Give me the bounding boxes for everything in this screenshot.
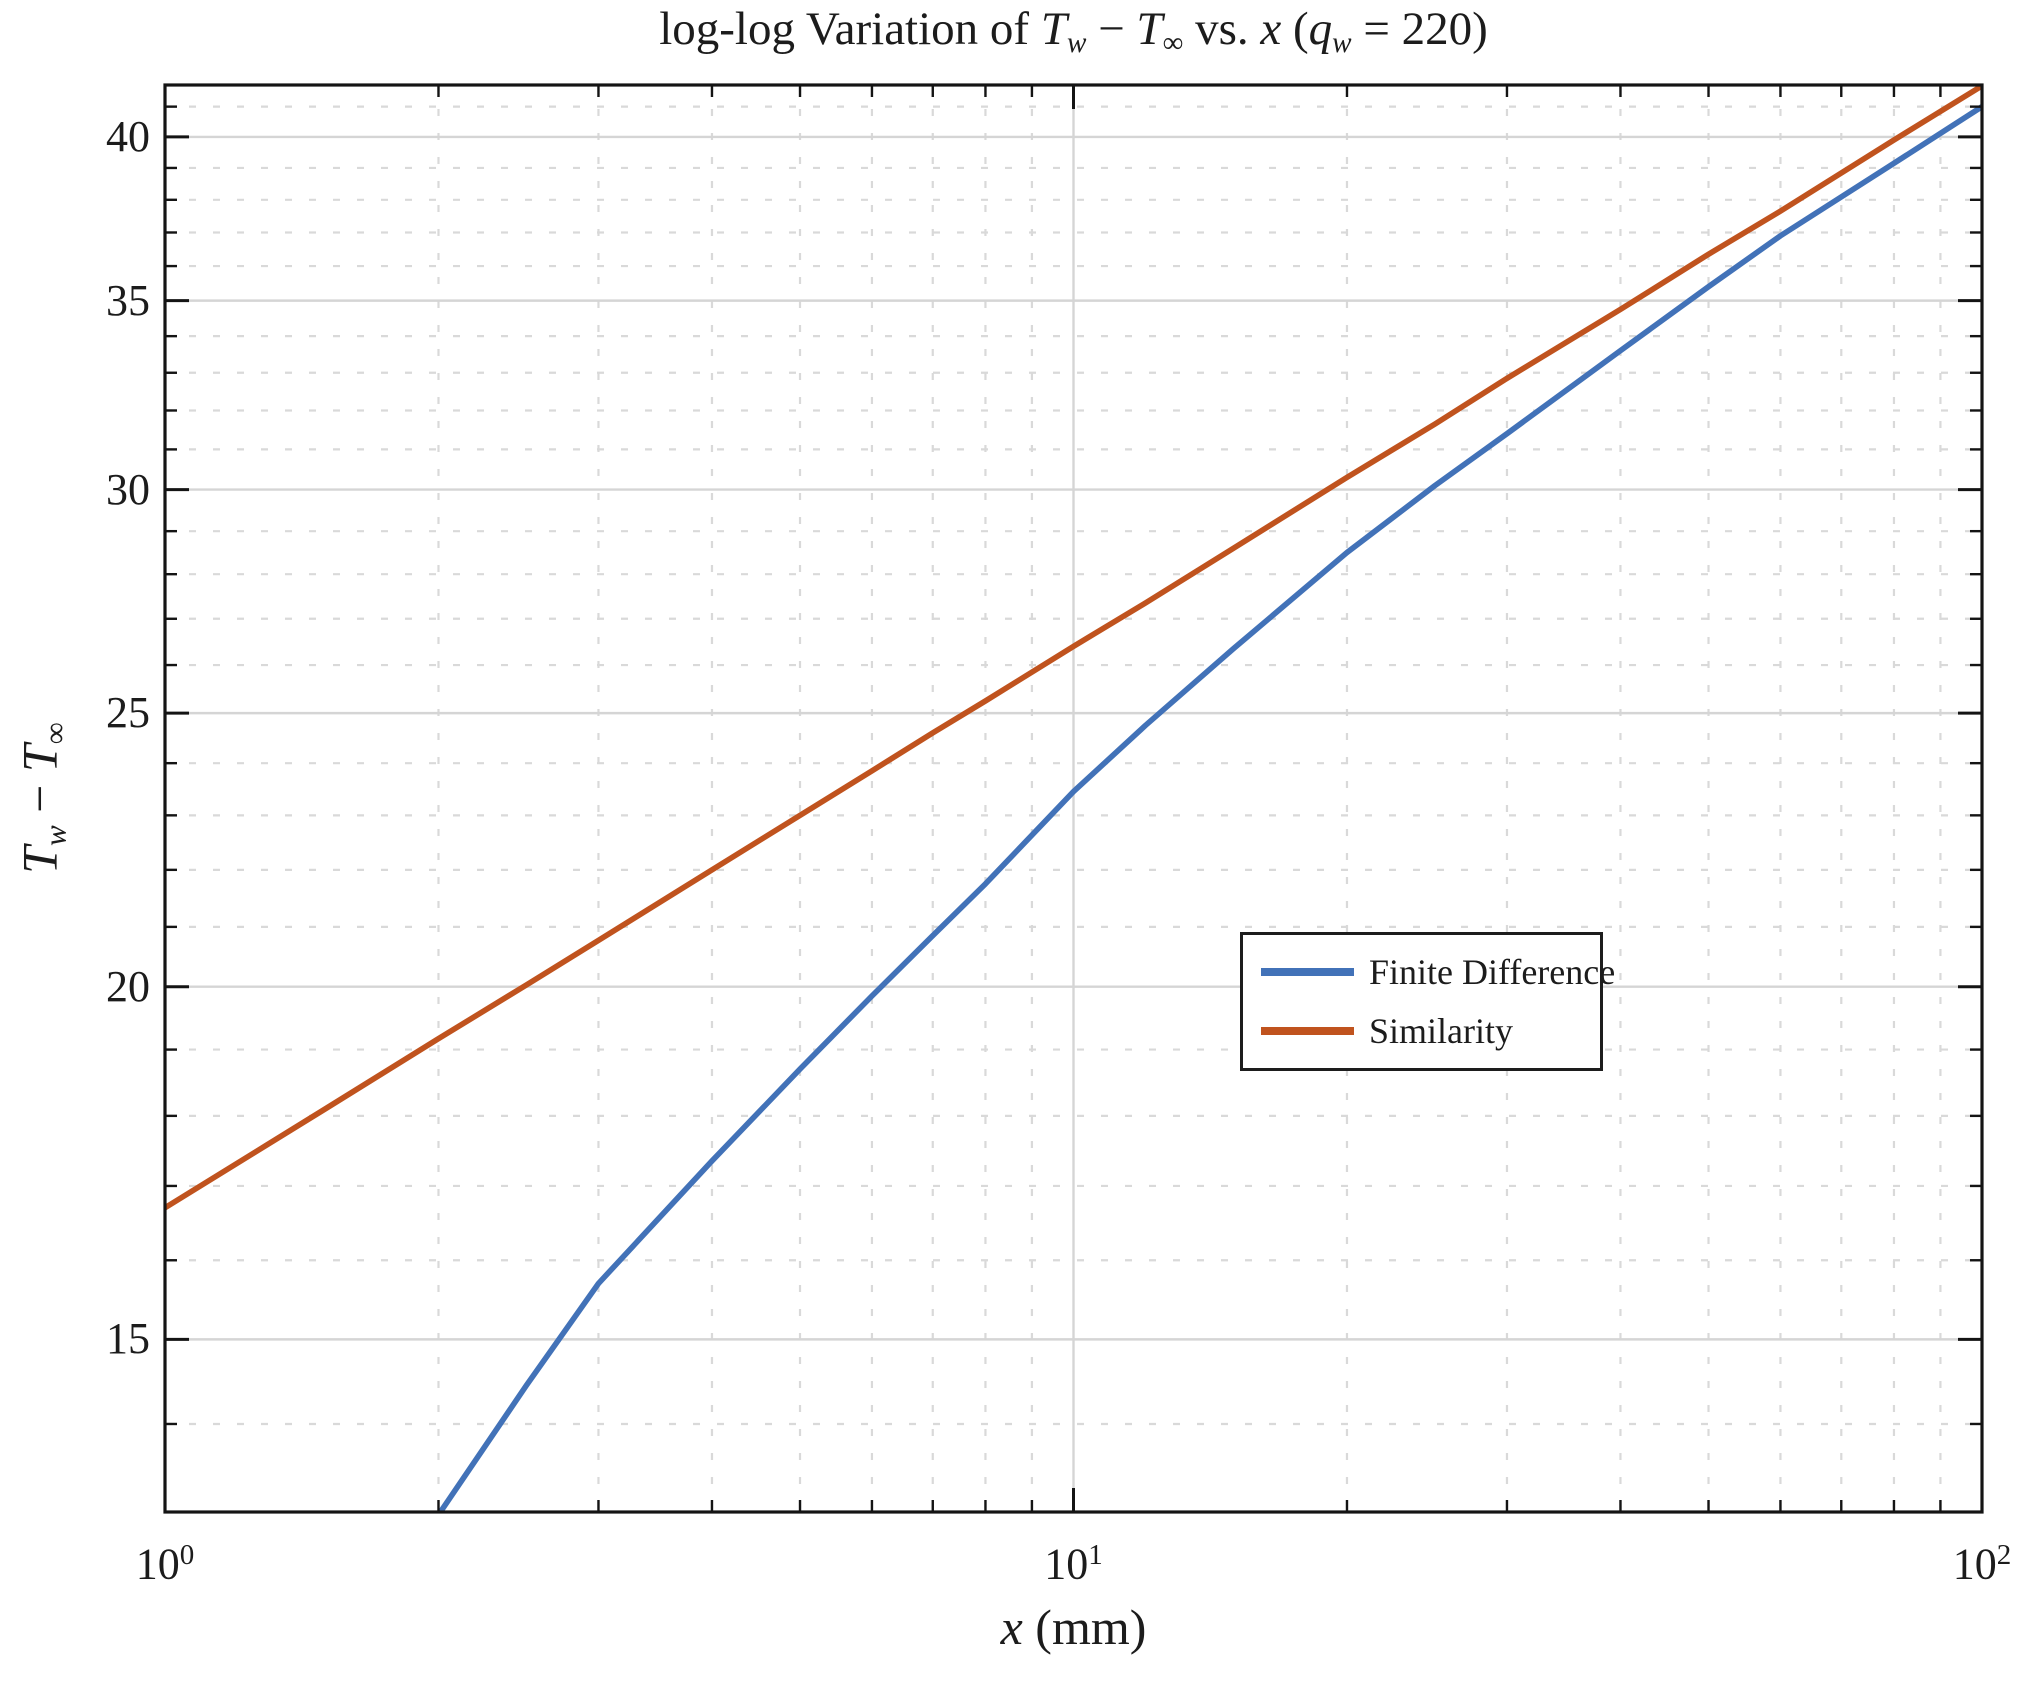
- y-tick-label-15: 15: [106, 1314, 150, 1364]
- legend-label-finite-difference: Finite Difference: [1369, 952, 1616, 993]
- label-segment: x: [1000, 1599, 1023, 1655]
- x-tick-label-10e2: 102: [1953, 1530, 2012, 1590]
- y-tick-label-30: 30: [106, 464, 150, 514]
- y-tick-label-35: 35: [106, 275, 150, 325]
- label-segment: ∞: [1162, 27, 1184, 60]
- label-segment: w: [1332, 27, 1352, 60]
- label-segment: = 220): [1351, 3, 1488, 55]
- label-segment: (: [1281, 3, 1309, 55]
- label-segment: log-log Variation of: [659, 3, 1041, 55]
- legend: Finite Difference Similarity: [1240, 932, 1615, 1071]
- label-segment: q: [1308, 3, 1333, 55]
- x-tick-base: 10: [1044, 1539, 1089, 1589]
- y-tick-label-40: 40: [106, 111, 150, 161]
- x-tick-exponent: 1: [1088, 1539, 1103, 1571]
- y-tick-label-25: 25: [106, 688, 150, 738]
- x-tick-base: 10: [135, 1539, 180, 1589]
- legend-item-similarity: Similarity: [1261, 1010, 1600, 1052]
- x-tick-base: 10: [1952, 1539, 1997, 1589]
- legend-label-similarity: Similarity: [1369, 1010, 1513, 1051]
- x-axis-label: x (mm): [165, 1598, 1982, 1656]
- y-tick-label-20: 20: [106, 961, 150, 1011]
- x-tick-exponent: 2: [1996, 1539, 2012, 1571]
- chart-title: log-log Variation of Tw − T∞ vs. x (qw =…: [165, 2, 1982, 60]
- legend-item-finite-difference: Finite Difference: [1261, 951, 1615, 993]
- similarity-line-swatch: [1261, 1026, 1354, 1035]
- y-axis-label: Tw − T∞: [11, 722, 74, 874]
- finite-difference-line-swatch: [1261, 968, 1354, 977]
- label-segment: (mm): [1022, 1599, 1147, 1655]
- label-segment: T: [1136, 3, 1163, 55]
- label-segment: x: [1260, 3, 1282, 55]
- x-tick-exponent: 0: [179, 1539, 195, 1571]
- label-segment: T: [11, 744, 68, 773]
- label-segment: −: [1086, 3, 1137, 55]
- label-segment: −: [11, 772, 68, 826]
- label-segment: T: [11, 846, 68, 874]
- x-tick-label-10e0: 100: [136, 1530, 195, 1590]
- x-tick-label-10e1: 101: [1044, 1530, 1103, 1590]
- label-segment: w: [1066, 27, 1087, 60]
- label-segment: vs.: [1183, 3, 1261, 55]
- label-segment: T: [1040, 3, 1067, 55]
- label-segment: w: [37, 825, 73, 846]
